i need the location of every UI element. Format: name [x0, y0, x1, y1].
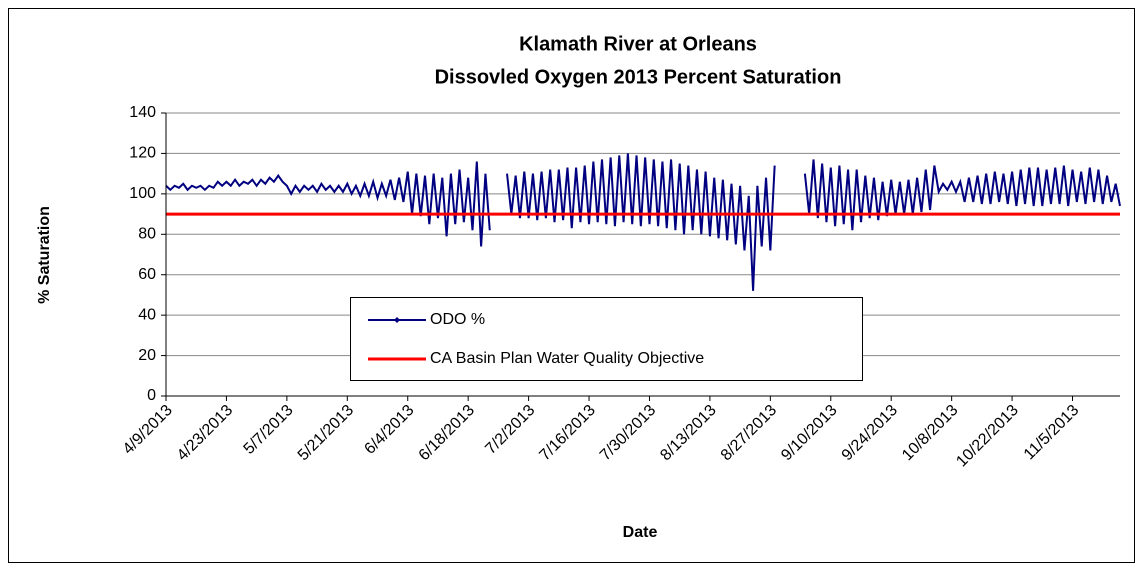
y-tick-label: 120 — [129, 145, 156, 162]
y-axis-title: % Saturation — [36, 206, 53, 304]
series-line — [165, 153, 1121, 291]
legend-marker — [394, 317, 400, 323]
y-tick-label: 100 — [129, 185, 156, 202]
chart-subtitle: Dissovled Oxygen 2013 Percent Saturation — [435, 66, 842, 88]
legend-label: CA Basin Plan Water Quality Objective — [430, 350, 704, 367]
y-tick-label: 60 — [138, 266, 156, 283]
y-tick-label: 80 — [138, 226, 156, 243]
legend: ODO % CA Basin Plan Water Quality Objecti… — [350, 297, 863, 381]
x-axis-title: Date — [623, 524, 658, 541]
plot-area — [165, 153, 1121, 291]
y-tick-label: 20 — [138, 347, 156, 364]
y-tick-label: 140 — [129, 104, 156, 121]
legend-label: ODO % — [430, 311, 485, 328]
legend-box — [350, 297, 863, 381]
y-tick-label: 0 — [147, 387, 156, 404]
chart-border — [8, 8, 1135, 563]
chart-title: Klamath River at Orleans — [519, 33, 757, 55]
y-tick-label: 40 — [138, 306, 156, 323]
